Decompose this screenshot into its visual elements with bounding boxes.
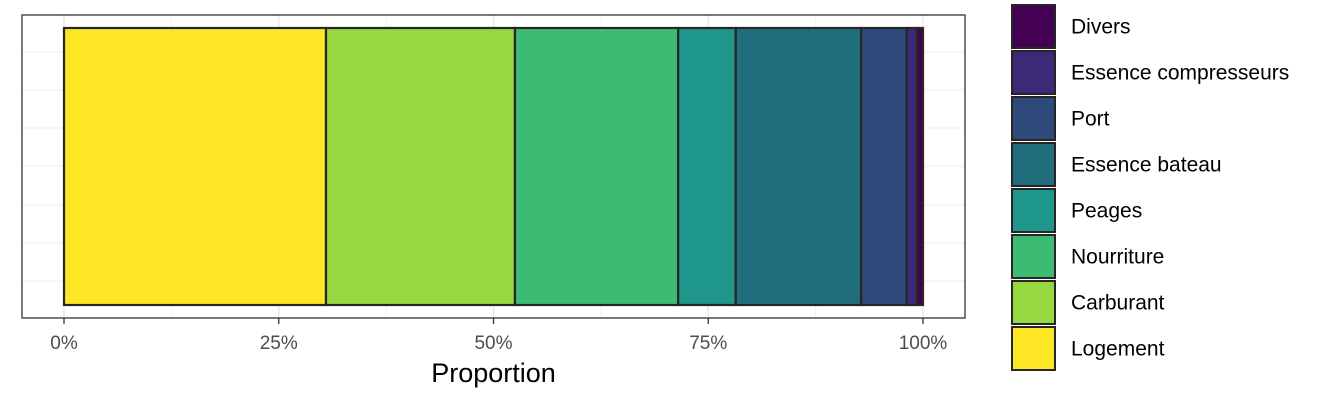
legend-label: Peages	[1071, 200, 1142, 223]
x-axis-title: Proportion	[431, 358, 556, 388]
legend-label: Logement	[1071, 338, 1165, 361]
bar-segment-nourriture	[513, 26, 680, 307]
legend-key	[1011, 4, 1056, 49]
x-tick-label: 100%	[899, 333, 948, 354]
legend-key	[1011, 188, 1056, 233]
legend-key	[1011, 234, 1056, 279]
bar-segment-essence-bateau	[734, 26, 863, 307]
legend: Divers Essence compresseurs Port Essence ba…	[1011, 4, 1289, 371]
bar-segment-divers	[915, 26, 925, 307]
legend-label: Essence bateau	[1071, 154, 1222, 177]
x-axis: 0% 25% 50% 75% 100%	[50, 318, 947, 354]
x-tick-label: 75%	[689, 333, 727, 354]
legend-label: Essence compresseurs	[1071, 62, 1289, 85]
legend-label: Carburant	[1071, 292, 1165, 315]
bar-segment-peages	[677, 26, 737, 307]
legend-label: Nourriture	[1071, 246, 1164, 269]
x-tick-label: 25%	[260, 333, 298, 354]
legend-key	[1011, 50, 1056, 95]
stacked-bar	[62, 26, 925, 307]
legend-key	[1011, 280, 1056, 325]
bar-segment-port	[860, 26, 908, 307]
legend-key	[1011, 142, 1056, 187]
legend-key	[1011, 326, 1056, 371]
bar-segment-essence-compresseurs	[905, 26, 919, 307]
x-tick-label: 50%	[474, 333, 512, 354]
legend-key	[1011, 96, 1056, 141]
bar-segment-carburant	[324, 26, 517, 307]
legend-label: Divers	[1071, 16, 1131, 39]
x-tick-label: 0%	[50, 333, 78, 354]
bar-segment-logement	[62, 26, 328, 307]
legend-label: Port	[1071, 108, 1110, 131]
